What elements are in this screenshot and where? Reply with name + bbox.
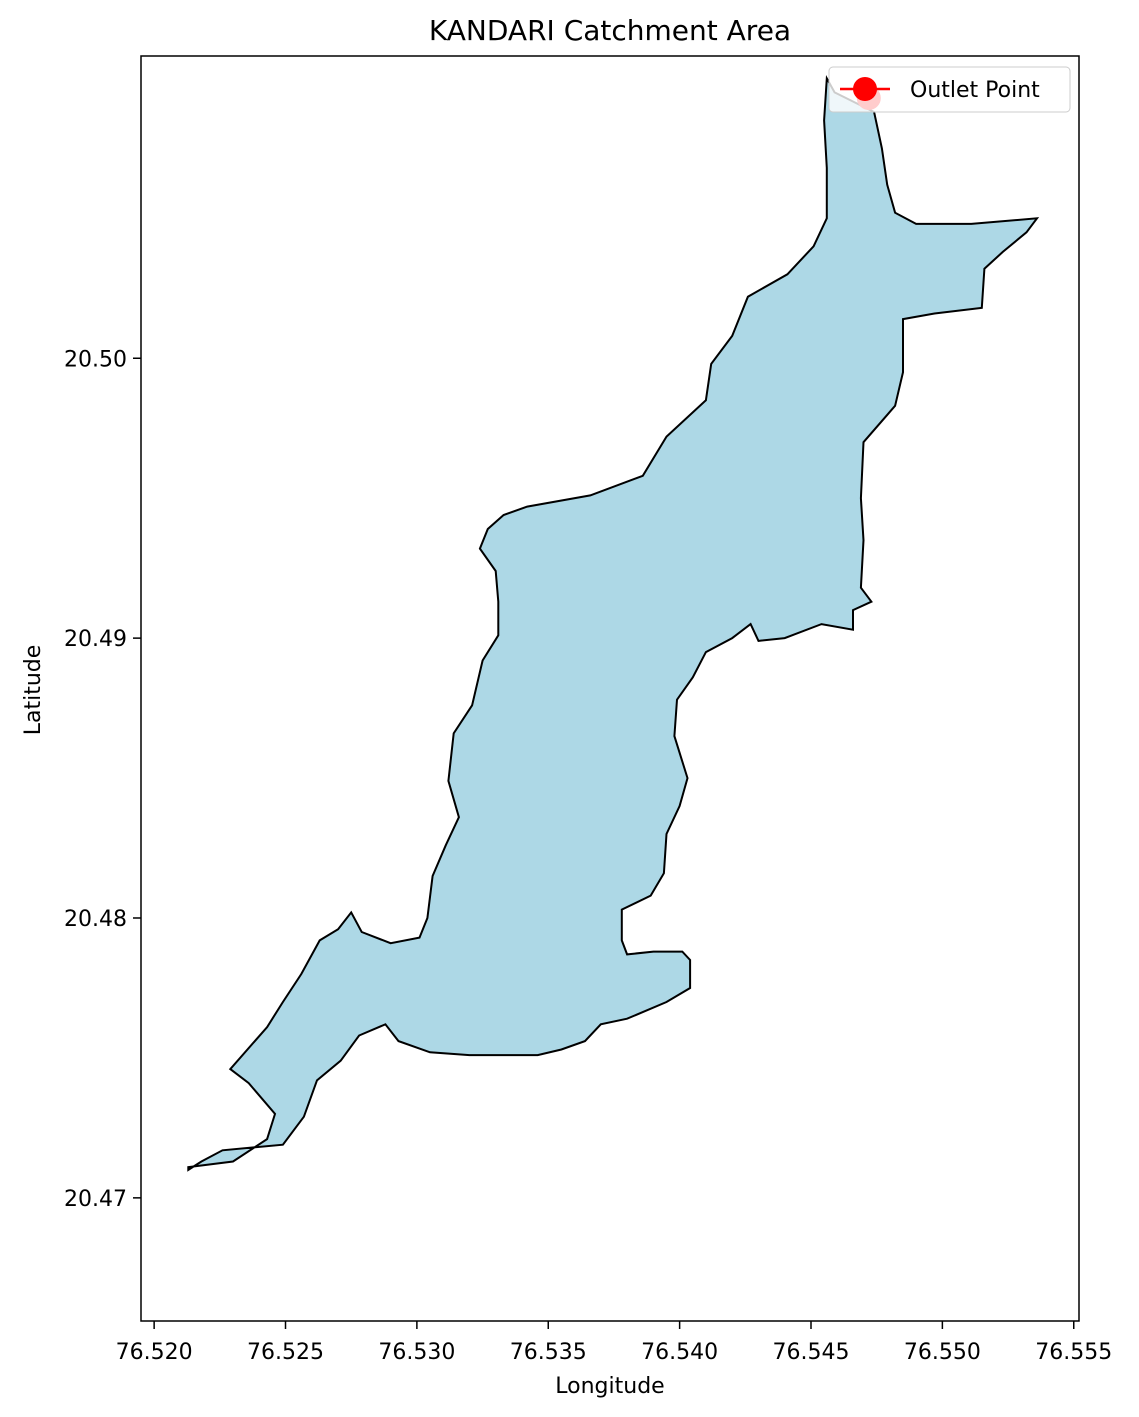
- y-tick-label: 20.48: [64, 907, 127, 932]
- y-tick-label: 20.47: [64, 1187, 127, 1212]
- y-tick-label: 20.49: [64, 627, 127, 652]
- x-tick-label: 76.545: [773, 1340, 850, 1365]
- x-tick-label: 76.540: [641, 1340, 718, 1365]
- y-tick-label: 20.50: [64, 347, 127, 372]
- y-axis-label: Latitude: [21, 645, 46, 736]
- legend-box: [828, 66, 1071, 113]
- x-axis-ticks: 76.520 76.525 76.530 76.535 76.540 76.545 76.5…: [116, 1321, 1112, 1365]
- x-tick-label: 76.555: [1035, 1340, 1112, 1365]
- x-tick-label: 76.535: [510, 1340, 587, 1365]
- x-tick-label: 76.520: [116, 1340, 193, 1365]
- legend: Outlet Point: [828, 66, 1071, 113]
- axes-frame: [140, 55, 1080, 1322]
- y-axis-ticks: 20.47 20.48 20.49 20.50: [64, 347, 141, 1212]
- catchment-polygon: [187, 74, 1040, 1172]
- x-tick-label: 76.530: [378, 1340, 455, 1365]
- chart-title: KANDARI Catchment Area: [429, 14, 791, 47]
- x-tick-label: 76.550: [904, 1340, 981, 1365]
- legend-label-outlet: Outlet Point: [910, 78, 1040, 103]
- x-axis-label: Longitude: [555, 1374, 664, 1399]
- legend-outlet-marker: [853, 77, 877, 101]
- x-tick-label: 76.525: [247, 1340, 324, 1365]
